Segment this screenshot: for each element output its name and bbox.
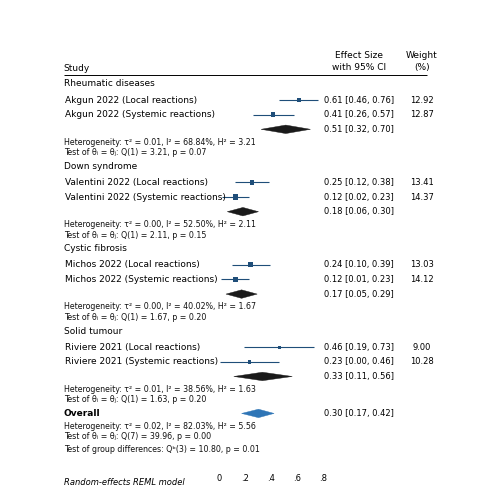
Text: 0.33 [0.11, 0.56]: 0.33 [0.11, 0.56] <box>324 372 394 381</box>
Text: 13.41: 13.41 <box>410 178 433 187</box>
Polygon shape <box>234 372 292 380</box>
Text: 12.92: 12.92 <box>410 96 433 104</box>
Text: 0.23 [0.00, 0.46]: 0.23 [0.00, 0.46] <box>324 358 394 366</box>
Text: Michos 2022 (Local reactions): Michos 2022 (Local reactions) <box>66 260 200 270</box>
Text: Riviere 2021 (Systemic reactions): Riviere 2021 (Systemic reactions) <box>66 358 218 366</box>
Text: 0.61 [0.46, 0.76]: 0.61 [0.46, 0.76] <box>324 96 394 104</box>
Text: Study: Study <box>64 64 90 74</box>
Text: Weight
(%): Weight (%) <box>406 52 438 72</box>
Text: Test of group differences: Qᵇ(3) = 10.80, p = 0.01: Test of group differences: Qᵇ(3) = 10.80… <box>64 445 260 454</box>
Text: .8: .8 <box>319 474 328 484</box>
Text: Akgun 2022 (Systemic reactions): Akgun 2022 (Systemic reactions) <box>66 110 216 119</box>
Text: Rheumatic diseases: Rheumatic diseases <box>64 80 154 88</box>
Text: Test of θᵢ = θⱼ: Q(1) = 1.67, p = 0.20: Test of θᵢ = θⱼ: Q(1) = 1.67, p = 0.20 <box>64 313 206 322</box>
Polygon shape <box>261 125 310 134</box>
Text: Riviere 2021 (Local reactions): Riviere 2021 (Local reactions) <box>66 342 201 351</box>
Text: Test of θᵢ = θⱼ: Q(1) = 1.63, p = 0.20: Test of θᵢ = θⱼ: Q(1) = 1.63, p = 0.20 <box>64 396 206 404</box>
Bar <box>278 346 281 349</box>
Text: Valentini 2022 (Local reactions): Valentini 2022 (Local reactions) <box>66 178 208 187</box>
Text: 13.03: 13.03 <box>410 260 434 270</box>
Text: 0: 0 <box>217 474 222 484</box>
Text: 0.12 [0.02, 0.23]: 0.12 [0.02, 0.23] <box>324 192 394 202</box>
Text: 0.24 [0.10, 0.39]: 0.24 [0.10, 0.39] <box>324 260 394 270</box>
Text: 0.18 [0.06, 0.30]: 0.18 [0.06, 0.30] <box>324 207 394 216</box>
Text: Akgun 2022 (Local reactions): Akgun 2022 (Local reactions) <box>66 96 197 104</box>
Bar <box>233 277 238 282</box>
Text: Michos 2022 (Systemic reactions): Michos 2022 (Systemic reactions) <box>66 275 218 284</box>
Text: 0.25 [0.12, 0.38]: 0.25 [0.12, 0.38] <box>324 178 394 187</box>
Text: Test of θᵢ = θⱼ: Q(1) = 2.11, p = 0.15: Test of θᵢ = θⱼ: Q(1) = 2.11, p = 0.15 <box>64 230 206 239</box>
Text: 0.51 [0.32, 0.70]: 0.51 [0.32, 0.70] <box>324 125 394 134</box>
Text: Valentini 2022 (Systemic reactions): Valentini 2022 (Systemic reactions) <box>66 192 226 202</box>
Text: Random-effects REML model: Random-effects REML model <box>64 478 184 487</box>
Bar <box>233 194 238 200</box>
Text: 12.87: 12.87 <box>410 110 434 119</box>
Polygon shape <box>241 409 274 418</box>
Text: Test of θᵢ = θⱼ: Q(7) = 39.96, p = 0.00: Test of θᵢ = θⱼ: Q(7) = 39.96, p = 0.00 <box>64 432 211 442</box>
Bar <box>271 112 275 117</box>
Text: .6: .6 <box>294 474 301 484</box>
Text: 10.28: 10.28 <box>410 358 433 366</box>
Text: 14.12: 14.12 <box>410 275 433 284</box>
Text: Overall: Overall <box>64 409 100 418</box>
Text: 0.46 [0.19, 0.73]: 0.46 [0.19, 0.73] <box>324 342 394 351</box>
Polygon shape <box>228 208 259 216</box>
Text: Effect Size
with 95% CI: Effect Size with 95% CI <box>331 52 386 72</box>
Text: 0.17 [0.05, 0.29]: 0.17 [0.05, 0.29] <box>324 290 394 298</box>
Polygon shape <box>226 290 257 298</box>
Text: .2: .2 <box>241 474 250 484</box>
Text: 0.12 [0.01, 0.23]: 0.12 [0.01, 0.23] <box>324 275 394 284</box>
Text: .4: .4 <box>268 474 275 484</box>
Text: Cystic fibrosis: Cystic fibrosis <box>64 244 126 253</box>
Text: 0.30 [0.17, 0.42]: 0.30 [0.17, 0.42] <box>324 409 394 418</box>
Text: Heterogeneity: τ² = 0.01, I² = 38.56%, H² = 1.63: Heterogeneity: τ² = 0.01, I² = 38.56%, H… <box>64 384 255 394</box>
Text: Down syndrome: Down syndrome <box>64 162 137 171</box>
Text: Heterogeneity: τ² = 0.00, I² = 40.02%, H² = 1.67: Heterogeneity: τ² = 0.00, I² = 40.02%, H… <box>64 302 256 312</box>
Bar <box>249 262 253 267</box>
Bar <box>250 180 254 185</box>
Bar <box>297 98 301 102</box>
Text: Solid tumour: Solid tumour <box>64 326 122 336</box>
Text: 0.41 [0.26, 0.57]: 0.41 [0.26, 0.57] <box>324 110 394 119</box>
Text: Test of θᵢ = θⱼ: Q(1) = 3.21, p = 0.07: Test of θᵢ = θⱼ: Q(1) = 3.21, p = 0.07 <box>64 148 206 158</box>
Text: Heterogeneity: τ² = 0.00, I² = 52.50%, H² = 2.11: Heterogeneity: τ² = 0.00, I² = 52.50%, H… <box>64 220 256 229</box>
Text: 9.00: 9.00 <box>412 342 431 351</box>
Bar <box>248 360 251 364</box>
Text: Heterogeneity: τ² = 0.02, I² = 82.03%, H² = 5.56: Heterogeneity: τ² = 0.02, I² = 82.03%, H… <box>64 422 255 430</box>
Text: 14.37: 14.37 <box>410 192 434 202</box>
Text: Heterogeneity: τ² = 0.01, I² = 68.84%, H² = 3.21: Heterogeneity: τ² = 0.01, I² = 68.84%, H… <box>64 138 255 146</box>
